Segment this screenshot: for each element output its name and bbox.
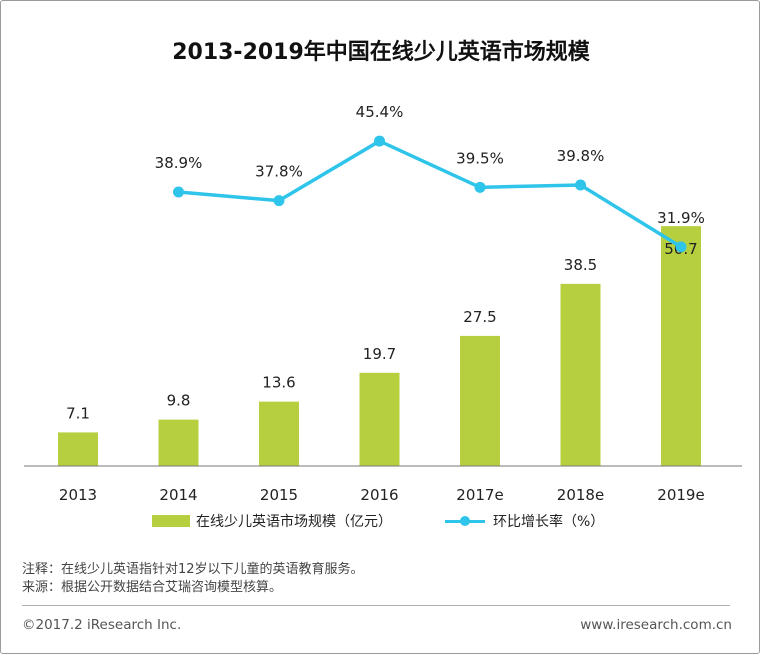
bar-value-label: 13.6 (262, 374, 295, 392)
bar-2013 (58, 432, 98, 466)
legend-label-market-size: 在线少儿英语市场规模（亿元） (196, 514, 392, 530)
x-tick-label: 2015 (260, 486, 298, 504)
legend-label-growth-rate: 环比增长率（%） (493, 514, 605, 530)
legend: 在线少儿英语市场规模（亿元） 环比增长率（%） (0, 510, 762, 534)
note-text: 注释：在线少儿英语指针对12岁以下儿童的英语教育服务。 (22, 562, 364, 577)
growth-rate-label: 38.9% (155, 154, 203, 172)
legend-bar-swatch (152, 515, 190, 527)
notes: 注释：在线少儿英语指针对12岁以下儿童的英语教育服务。 来源：根据公开数据结合艾… (22, 561, 364, 597)
growth-rate-point (173, 186, 184, 198)
x-tick-label: 2013 (59, 486, 97, 504)
footer-divider (22, 605, 730, 606)
bar-2016 (359, 372, 400, 466)
growth-rate-point (273, 195, 285, 207)
x-tick-label: 2019e (657, 486, 704, 504)
growth-rate-point (374, 135, 385, 147)
growth-rate-point (474, 181, 486, 193)
bar-2019e (661, 226, 701, 466)
growth-rate-label: 37.8% (255, 163, 303, 181)
growth-rate-line (178, 139, 682, 249)
growth-rate-point (575, 179, 586, 191)
growth-rate-label: 39.5% (456, 149, 504, 167)
bar-value-label: 27.5 (463, 308, 496, 326)
bar-2014 (158, 419, 199, 466)
legend-item-growth-rate: 环比增长率（%） (445, 510, 604, 532)
bar-value-label: 38.5 (564, 256, 597, 274)
x-tick-label: 2017e (456, 486, 503, 504)
legend-item-market-size: 在线少儿英语市场规模（亿元） (152, 510, 392, 532)
source-text: 来源：根据公开数据结合艾瑞咨询模型核算。 (22, 580, 283, 595)
bar-value-label: 7.1 (66, 404, 90, 422)
website-link[interactable]: www.iresearch.com.cn (580, 617, 732, 633)
x-tick-label: 2016 (360, 486, 398, 504)
growth-rate-label: 39.8% (557, 147, 605, 165)
x-tick-label: 2014 (159, 486, 197, 504)
bar-2017e (460, 335, 500, 466)
growth-rate-label: 45.4% (356, 103, 404, 121)
bar-2018e (560, 283, 601, 466)
bar-value-label: 9.8 (167, 392, 191, 410)
legend-line-swatch (445, 515, 485, 527)
bar-value-label: 19.7 (363, 345, 396, 363)
copyright-text: ©2017.2 iResearch Inc. (22, 617, 182, 633)
growth-rate-label: 31.9% (657, 209, 705, 227)
chart-title: 2013-2019年中国在线少儿英语市场规模 (172, 40, 590, 65)
x-tick-label: 2018e (557, 486, 604, 504)
bar-2015 (259, 401, 299, 466)
growth-rate-point (675, 241, 687, 253)
